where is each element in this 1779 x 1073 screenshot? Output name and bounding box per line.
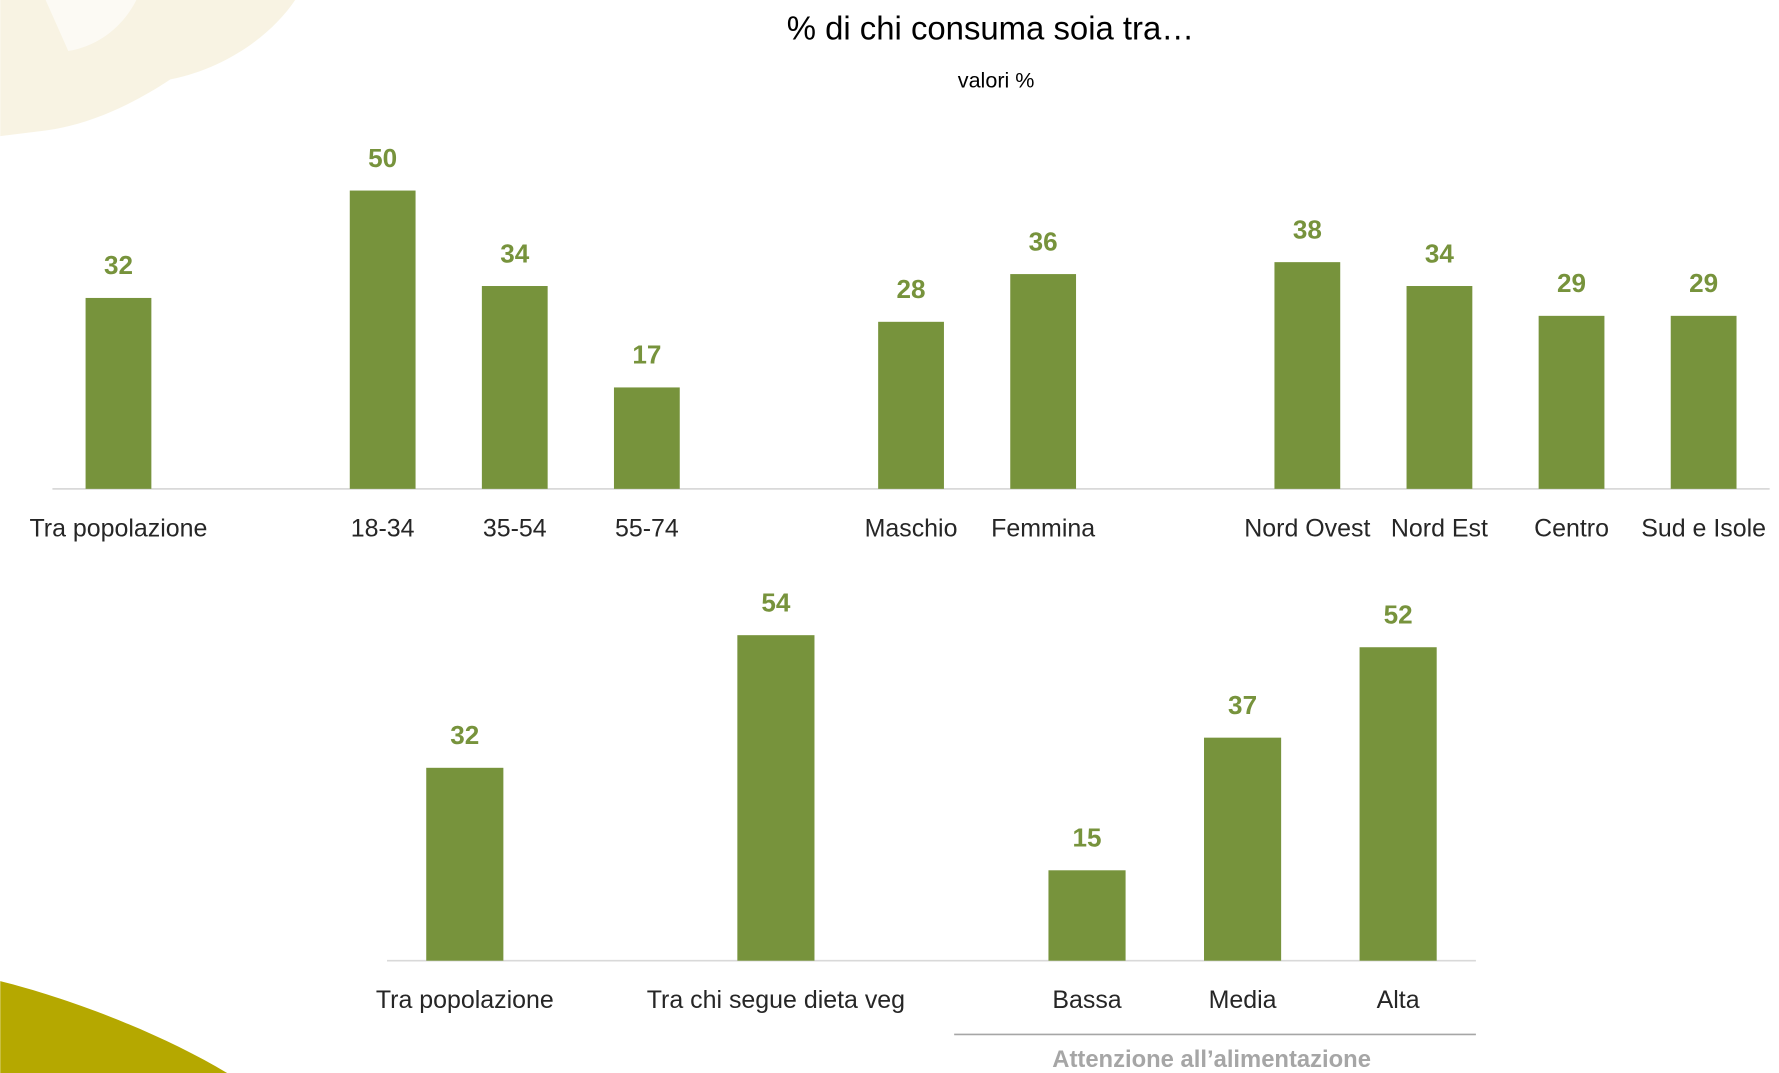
value-label: 29 xyxy=(1557,268,1586,298)
bar xyxy=(737,635,814,961)
value-label: 28 xyxy=(897,274,926,304)
x-tick-label: Bassa xyxy=(1052,986,1121,1014)
bar xyxy=(1360,647,1437,960)
bar xyxy=(1010,274,1076,489)
x-tick-label: Nord Est xyxy=(1391,514,1488,542)
x-tick-label: 55-74 xyxy=(615,514,679,542)
bar xyxy=(1539,316,1605,489)
annotation: Attenzione all’alimentazione xyxy=(1052,1046,1371,1073)
chart-title: % di chi consuma soia tra… xyxy=(787,9,1194,46)
x-tick-label: 18-34 xyxy=(351,514,415,542)
value-label: 34 xyxy=(1425,238,1455,268)
page: {"chart_data": [ {"type": "bar", "title"… xyxy=(0,0,1779,1073)
x-tick-label: Sud e Isole xyxy=(1641,514,1766,542)
x-tick-label: Tra popolazione xyxy=(30,514,208,542)
x-tick-label: 35-54 xyxy=(483,514,547,542)
bar xyxy=(1407,286,1473,489)
x-tick-label: Femmina xyxy=(991,514,1095,542)
chart: % di chi consuma soia tra… valori % Atte… xyxy=(0,0,1779,1073)
bar xyxy=(1204,738,1281,961)
value-label: 32 xyxy=(450,720,479,750)
value-label: 50 xyxy=(368,143,397,173)
value-label: 52 xyxy=(1384,600,1413,630)
x-tick-label: Tra popolazione xyxy=(376,986,554,1014)
x-tick-label: Maschio xyxy=(865,514,958,542)
value-label: 29 xyxy=(1689,268,1718,298)
bar xyxy=(614,387,680,488)
bar xyxy=(350,191,416,489)
value-label: 36 xyxy=(1029,226,1058,256)
x-tick-label: Centro xyxy=(1534,514,1609,542)
bar xyxy=(1274,262,1340,489)
value-label: 54 xyxy=(761,587,791,617)
bar xyxy=(878,322,944,489)
bar xyxy=(86,298,152,489)
value-label: 17 xyxy=(632,340,661,370)
bar xyxy=(482,286,548,489)
chart-subtitle: valori % xyxy=(958,67,1035,92)
value-label: 34 xyxy=(500,238,530,268)
value-label: 32 xyxy=(104,250,133,280)
x-tick-label: Tra chi segue dieta veg xyxy=(647,986,905,1014)
value-label: 38 xyxy=(1293,214,1322,244)
bar xyxy=(1048,870,1125,960)
bar xyxy=(426,768,503,961)
x-tick-label: Alta xyxy=(1377,986,1420,1014)
value-label: 37 xyxy=(1228,690,1257,720)
bar xyxy=(1671,316,1737,489)
x-tick-label: Media xyxy=(1209,986,1277,1014)
x-tick-label: Nord Ovest xyxy=(1244,514,1370,542)
value-label: 15 xyxy=(1073,823,1102,853)
